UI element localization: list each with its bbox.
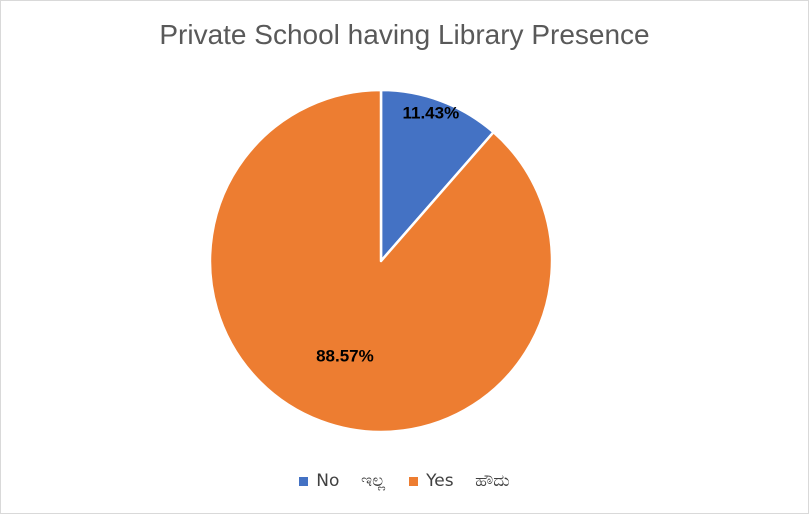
legend-label-no: No ಇಲ್ಲ <box>316 471 386 491</box>
legend-label-yes: Yes ಹೌದು <box>426 471 510 491</box>
legend: No ಇಲ್ಲ Yes ಹೌದು <box>1 471 808 491</box>
data-label-no: 11.43% <box>402 104 459 123</box>
legend-item-yes: Yes ಹೌದು <box>409 471 510 491</box>
pie-slice-no <box>379 88 495 263</box>
chart-title: Private School having Library Presence <box>159 19 650 50</box>
legend-swatch-no <box>299 476 309 486</box>
legend-swatch-yes <box>409 476 419 486</box>
data-label-yes: 88.57% <box>316 347 374 366</box>
legend-item-no: No ಇಲ್ಲ <box>299 471 385 491</box>
pie-slice-yes <box>208 88 554 434</box>
